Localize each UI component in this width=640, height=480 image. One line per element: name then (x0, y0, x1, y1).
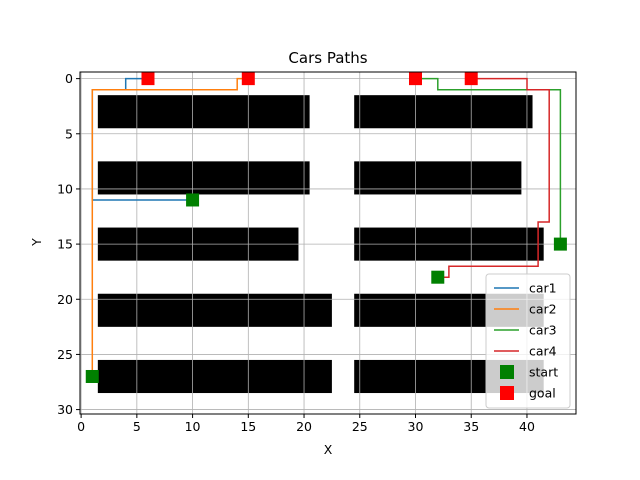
legend-box (485, 273, 571, 409)
start-marker (186, 193, 200, 207)
x-tick-label: 40 (519, 419, 535, 434)
x-tick-label: 30 (408, 419, 424, 434)
series-line-car4 (437, 77, 550, 278)
legend-label-car2: car2 (529, 302, 557, 317)
goal-marker (464, 72, 478, 86)
legend-label-car4: car4 (529, 344, 557, 359)
x-tick-label: 25 (352, 419, 368, 434)
y-tick-label: 0 (65, 71, 73, 86)
obstacle-block (97, 95, 310, 129)
series-line-car3 (415, 77, 562, 245)
legend-label-start: start (529, 365, 558, 380)
series-line-car2 (91, 77, 249, 377)
axes-frame (79, 71, 577, 415)
x-tick-label: 20 (296, 419, 312, 434)
legend-swatch-goal (500, 386, 514, 400)
y-tick-label: 20 (57, 292, 73, 307)
x-tick-label: 5 (133, 419, 141, 434)
markers (85, 72, 567, 383)
legend: car1 car2 car3 car4 start goal (485, 273, 571, 409)
legend-label-goal: goal (529, 386, 556, 401)
y-tick-label: 15 (57, 237, 73, 252)
goal-marker (141, 72, 155, 86)
goal-marker (408, 72, 422, 86)
obstacle-block (97, 161, 310, 195)
ticks: 0 5 10 15 20 25 30 35 40 0 5 10 15 20 25 30 (57, 71, 535, 434)
chart-title: Cars Paths (288, 49, 367, 67)
y-tick-label: 10 (57, 181, 73, 196)
obstacle-block (354, 161, 522, 195)
legend-label-car3: car3 (529, 323, 557, 338)
goal-marker (241, 72, 255, 86)
start-marker (553, 237, 567, 251)
y-tick-label: 25 (57, 347, 73, 362)
obstacle-block (354, 95, 533, 129)
plot-area: 0 5 10 15 20 25 30 35 40 0 5 10 15 20 25 30 (57, 71, 577, 434)
x-tick-label: 15 (240, 419, 256, 434)
x-axis-label: X (324, 442, 333, 457)
series-lines (91, 77, 562, 377)
obstacle-block (97, 293, 332, 327)
x-tick-label: 0 (77, 419, 85, 434)
x-tick-label: 35 (463, 419, 479, 434)
legend-swatch-start (500, 365, 514, 379)
y-tick-label: 5 (65, 126, 73, 141)
obstacle-block (97, 359, 332, 394)
legend-label-car1: car1 (529, 281, 557, 296)
y-axis-label: Y (29, 238, 44, 247)
start-marker (85, 369, 99, 383)
start-marker (431, 270, 445, 284)
x-tick-label: 10 (185, 419, 201, 434)
y-tick-label: 30 (57, 402, 73, 417)
